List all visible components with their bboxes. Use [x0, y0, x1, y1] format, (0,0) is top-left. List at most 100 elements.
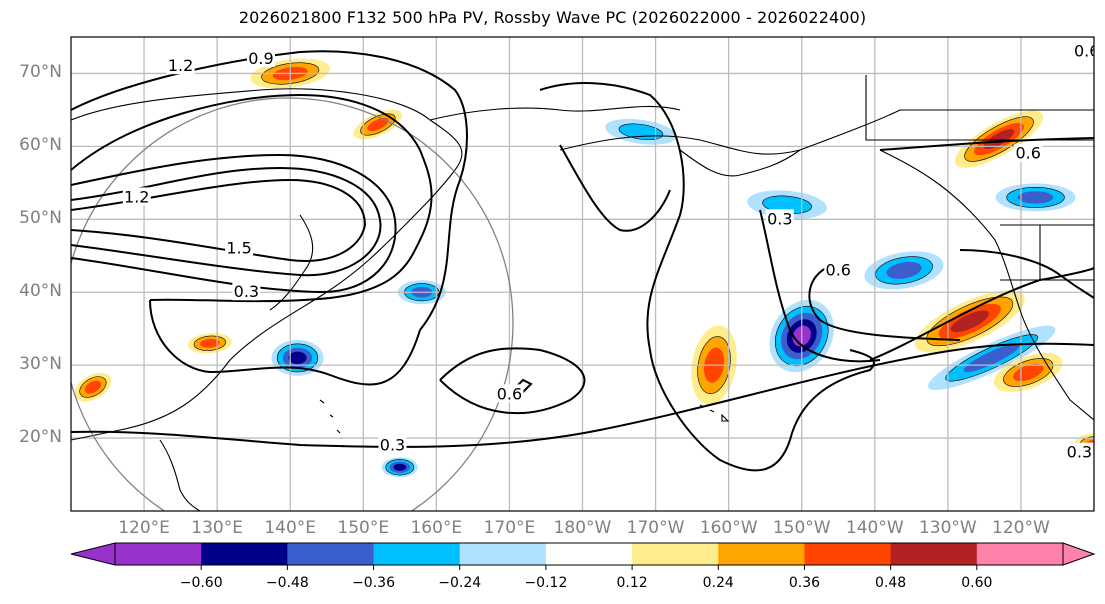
- contour-label: 0.6: [826, 260, 851, 279]
- contour-label: 0.3: [1067, 443, 1092, 462]
- contour-label-bg: [378, 435, 407, 454]
- contour-label: 1.2: [124, 187, 149, 206]
- colorbar-segment: [890, 543, 978, 565]
- colorbar-segment: [115, 543, 202, 565]
- map-frame: [70, 36, 1095, 512]
- colorbar-tick-label: −0.24: [438, 575, 482, 591]
- pv-contour-line: [71, 166, 382, 277]
- pv-contour-line: [71, 93, 433, 303]
- lon-label: 130°E: [191, 518, 243, 538]
- lat-label: 50°N: [19, 208, 62, 229]
- contour-label: 1.5: [226, 238, 251, 257]
- lon-label: 120°E: [118, 518, 170, 538]
- contour-label-bg: [232, 282, 261, 301]
- contour-label-bg: [765, 209, 794, 228]
- colorbar-extend-min: [70, 542, 116, 566]
- colorbar-tick-label: 0.48: [875, 575, 907, 591]
- colorbar-segment: [976, 543, 1064, 565]
- colorbar-segment: [804, 543, 892, 565]
- contour-label: 0.6: [1074, 42, 1099, 61]
- pv-contour-line: [149, 299, 421, 386]
- colorbar-tick-label: −0.36: [352, 575, 395, 591]
- reference-circle: [71, 97, 514, 511]
- positive-anomaly-region: [367, 117, 389, 132]
- colorbar-segment: [632, 543, 719, 565]
- contour-label-bg: [1072, 41, 1094, 60]
- pv-contour-line: [879, 137, 1094, 151]
- colorbar-tick-label: −0.12: [524, 575, 568, 591]
- contour-label: 0.6: [1016, 144, 1041, 163]
- positive-anomaly-region: [950, 310, 989, 333]
- coastline: [679, 149, 801, 177]
- negative-anomaly-region: [886, 261, 922, 279]
- lon-label: 130°W: [918, 518, 977, 538]
- pv-contour-line: [808, 264, 961, 341]
- colorbar-tick-label: 0.12: [616, 575, 648, 591]
- contour-label-bg: [246, 48, 275, 67]
- lon-label: 120°W: [992, 518, 1050, 538]
- lon-label: 150°E: [337, 518, 390, 538]
- pv-contour-line: [539, 82, 791, 472]
- pv-contour-line: [869, 267, 1094, 361]
- pv-contour-line: [559, 144, 671, 232]
- contour-label: 0.6: [497, 384, 522, 403]
- contour-label: 0.3: [234, 282, 259, 301]
- lat-label: 70°N: [19, 62, 62, 83]
- lat-label: 20°N: [19, 427, 62, 448]
- lat-label: 40°N: [19, 281, 62, 302]
- lon-label: 170°W: [626, 518, 685, 538]
- colorbar-extend-max: [1062, 542, 1096, 566]
- pv-contour-line: [959, 249, 1094, 299]
- lat-label: 60°N: [19, 135, 62, 156]
- coastline: [559, 109, 1094, 155]
- colorbar-segment: [459, 543, 547, 565]
- contour-label-bg: [225, 238, 254, 257]
- colorbar-tick-label: 0.60: [961, 575, 993, 591]
- coastline: [879, 149, 1094, 421]
- contour-label-bg: [1065, 442, 1094, 461]
- colorbar-segment: [373, 543, 461, 565]
- contour-label-bg: [1014, 143, 1043, 162]
- lon-label: 160°E: [410, 518, 463, 538]
- lon-label: 150°W: [772, 518, 831, 538]
- coastline: [319, 399, 345, 448]
- colorbar-tick-label: 0.36: [788, 575, 821, 591]
- lon-label: 180°W: [553, 518, 612, 538]
- coastline: [71, 88, 463, 171]
- pv-contour-line: [789, 349, 875, 441]
- contour-label-bg: [824, 260, 853, 279]
- negative-anomaly-region: [1017, 191, 1054, 204]
- pv-contour-line: [71, 153, 397, 294]
- negative-anomaly-region: [288, 351, 307, 365]
- lon-label: 170°E: [483, 518, 536, 538]
- pv-contour-line: [71, 342, 1094, 448]
- contour-label-bg: [166, 56, 195, 75]
- colorbar-segment: [545, 543, 633, 565]
- positive-anomaly-region: [200, 338, 220, 348]
- contour-label: 1.2: [168, 56, 193, 75]
- pv-contour-line: [759, 209, 881, 363]
- colorbar-tick-label: −0.48: [265, 575, 309, 591]
- positive-anomaly-region: [983, 129, 1015, 150]
- colorbar-tick-label: −0.60: [179, 575, 223, 591]
- pv-contours: [71, 50, 1094, 472]
- colorbar-frame: [114, 542, 1064, 566]
- chart-title: 2026021800 F132 500 hPa PV, Rossby Wave …: [238, 8, 867, 27]
- lon-label: 140°W: [845, 518, 904, 538]
- negative-anomaly-region: [393, 463, 407, 471]
- contour-label-bg: [495, 384, 524, 403]
- coastline: [71, 169, 456, 441]
- lon-label: 160°W: [699, 518, 758, 538]
- contour-label: 0.9: [248, 49, 273, 68]
- lon-label: 140°E: [264, 518, 317, 538]
- colorbar-segment: [287, 543, 375, 565]
- coastline: [269, 214, 314, 311]
- colorbar-segment: [718, 543, 805, 565]
- pv-contour-line: [71, 178, 367, 262]
- pv-contour-line: [71, 50, 468, 331]
- lat-label: 30°N: [19, 354, 62, 375]
- contour-label-bg: [122, 187, 151, 206]
- contour-label: 0.3: [380, 435, 405, 454]
